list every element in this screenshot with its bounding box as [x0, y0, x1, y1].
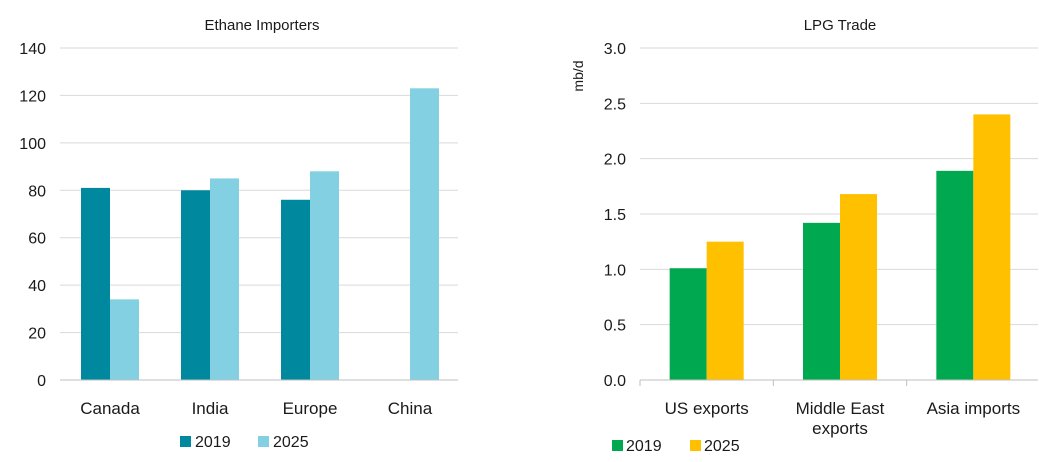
bar-2019-1 [181, 190, 210, 380]
ethane-category-labels: Canada India Europe China [80, 399, 433, 418]
lpg-x-tick-marks [639, 380, 908, 386]
y-tick-label: 60 [28, 231, 46, 248]
y-tick-label: 0.5 [604, 318, 626, 335]
category-label: Europe [283, 399, 338, 418]
y-tick-label: 0.0 [604, 373, 626, 390]
lpg-y-tick-labels: 0.0 0.5 1.0 1.5 2.0 2.5 3.0 [604, 41, 626, 390]
legend-swatch-2025 [690, 440, 701, 451]
y-tick-label: 2.5 [604, 96, 626, 113]
y-tick-label: 0 [37, 373, 46, 390]
ethane-importers-chart: Ethane Importers 0 20 40 60 80 100 120 140 Cana… [19, 17, 458, 451]
ethane-legend: 2019 2025 [180, 434, 309, 451]
bar-2025-2 [973, 114, 1011, 381]
y-tick-label: 120 [19, 88, 46, 105]
legend-swatch-2025 [258, 436, 269, 447]
ethane-bars [81, 88, 439, 381]
category-label: Middle East exports [796, 399, 885, 438]
bar-2025-0 [706, 241, 744, 380]
ethane-chart-title: Ethane Importers [204, 17, 319, 34]
lpg-bars [669, 114, 1011, 381]
category-label: Asia imports [927, 399, 1021, 418]
bar-2019-0 [81, 187, 110, 380]
lpg-y-axis-label: mb/d [570, 60, 586, 91]
legend-label-2019: 2019 [195, 434, 231, 451]
y-tick-label: 20 [28, 326, 46, 343]
lpg-category-labels: US exports Middle East exports Asia imports [665, 399, 1020, 438]
y-tick-label: 100 [19, 136, 46, 153]
category-label: China [388, 399, 433, 418]
bar-2019-2 [936, 170, 974, 380]
y-tick-label: 1.0 [604, 262, 626, 279]
bar-2019-0 [669, 268, 707, 380]
legend-swatch-2019 [180, 436, 191, 447]
legend-swatch-2019 [612, 440, 623, 451]
legend-label-2019: 2019 [626, 438, 662, 455]
category-label: Canada [80, 399, 140, 418]
ethane-gridlines [60, 47, 458, 334]
bar-2025-2 [310, 171, 339, 380]
legend-label-2025: 2025 [704, 438, 740, 455]
category-label: India [192, 399, 229, 418]
y-tick-label: 140 [19, 41, 46, 58]
lpg-chart-title: LPG Trade [804, 17, 877, 34]
y-tick-label: 1.5 [604, 207, 626, 224]
y-tick-label: 80 [28, 183, 46, 200]
ethane-y-tick-labels: 0 20 40 60 80 100 120 140 [19, 41, 46, 390]
bar-2025-3 [410, 88, 439, 381]
category-label: US exports [665, 399, 749, 418]
bar-2025-1 [210, 178, 239, 380]
y-tick-label: 2.0 [604, 152, 626, 169]
y-tick-label: 40 [28, 278, 46, 295]
bar-2019-1 [803, 222, 840, 380]
y-tick-label: 3.0 [604, 41, 626, 58]
bar-2025-0 [110, 299, 139, 380]
lpg-trade-chart: LPG Trade mb/d 0.0 0.5 1.0 1.5 2.0 2.5 3.0 US … [570, 17, 1038, 455]
bar-2019-2 [281, 199, 310, 380]
lpg-legend: 2019 2025 [612, 438, 740, 455]
bar-2025-1 [840, 194, 877, 380]
legend-label-2025: 2025 [273, 434, 309, 451]
